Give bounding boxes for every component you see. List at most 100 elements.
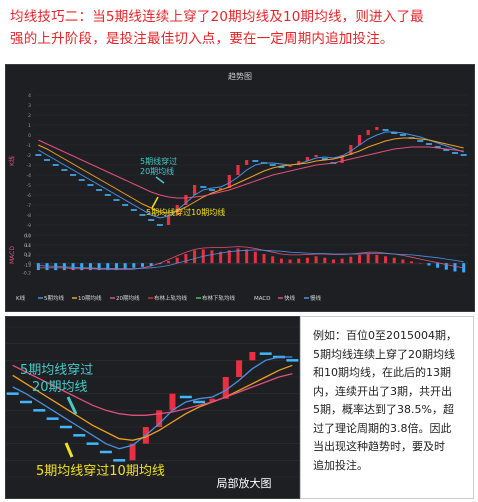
candle-up	[297, 161, 301, 165]
macd-bar	[305, 257, 309, 264]
macd-bar	[340, 258, 344, 264]
annotation-arrow	[66, 396, 78, 415]
note-line: 内，连续开出了3期，共开出	[313, 384, 452, 398]
y-axis-label: K线	[8, 156, 16, 166]
macd-bar	[384, 256, 388, 264]
candle-up	[236, 165, 240, 175]
y-tick-label: -9	[27, 223, 32, 229]
macd-bar	[323, 257, 327, 264]
candle-up	[192, 185, 197, 195]
macd-bar	[227, 250, 231, 264]
example-note: 例如：百位0至2015004期， 5期均线连续上穿了20期均线 和10期均线，在此后…	[300, 316, 474, 499]
y-tick-label: 2	[28, 113, 31, 119]
y-tick-label: 3	[28, 103, 31, 109]
series-line-1	[38, 131, 464, 219]
y-tick-label: -13	[24, 263, 31, 269]
note-line: 过了理论周期的3.8倍。因此	[313, 421, 452, 435]
candle-up	[305, 157, 310, 161]
legend-item: MACD	[254, 296, 271, 302]
y-tick-label: -3	[27, 163, 32, 169]
y-tick-label: -1	[27, 143, 32, 149]
y-tick-label: -8	[27, 213, 32, 219]
macd-bar	[375, 254, 379, 264]
macd-bar	[245, 249, 249, 264]
candle-up	[184, 195, 188, 205]
candle-up	[236, 360, 243, 377]
macd-bar	[158, 263, 162, 265]
macd-bar	[358, 254, 361, 264]
macd-bar	[45, 263, 49, 271]
candle-up	[314, 155, 318, 157]
y-tick-label: -12	[24, 253, 31, 259]
macd-bar	[436, 263, 440, 268]
macd-bar	[453, 263, 457, 272]
candle-up	[209, 398, 216, 402]
macd-axis-label: MACD	[9, 246, 16, 264]
ma-lines	[38, 131, 464, 219]
macd-bar	[71, 263, 75, 271]
candle-up	[219, 188, 223, 190]
macd-bar	[253, 251, 257, 264]
macd-bar	[80, 263, 84, 271]
legend: K线 5期均线 10期均线 20期均线 布林上轨均线 布林下轨均线 MACD 快线 慢线	[16, 294, 322, 302]
candle-up	[366, 130, 370, 135]
legend-item: 布林上轨均线	[154, 294, 188, 302]
macd-bar	[167, 260, 171, 264]
candle-up	[129, 443, 136, 461]
annotation-arrow	[155, 176, 165, 184]
macd-tick-label: -0.2	[22, 270, 31, 276]
macd-tick-label: 0.4	[24, 243, 31, 249]
zoom-chart-panel: 5期均线穿过 20期均线 5期均线穿过10期均线 局部放大图	[5, 316, 300, 499]
candle-up	[245, 160, 249, 165]
macd-slow-line	[38, 249, 464, 270]
annotation-cross-10: 5期均线穿过10期均线	[36, 463, 165, 479]
macd-bar	[271, 256, 275, 264]
ma-lines	[12, 356, 293, 450]
candle-up	[349, 145, 353, 155]
note-line: 追加投注。	[313, 458, 368, 472]
candle-up	[222, 377, 229, 399]
candle-up	[169, 393, 176, 411]
zoom-chart: 5期均线穿过 20期均线 5期均线穿过10期均线 局部放大图	[6, 326, 299, 490]
candle-up	[249, 352, 256, 361]
candle-up	[227, 175, 231, 188]
grid	[6, 326, 299, 478]
series-line-2	[38, 137, 464, 214]
macd-bar	[88, 263, 92, 271]
y-ticks: 4 3 2 1 0 -1 -2 -3 -4 -5 -6 -7 -8 -9 -10 -11 -12 -13	[24, 93, 31, 269]
annotation-cross-20: 5期线穿过	[140, 156, 177, 166]
macd-bar	[279, 258, 283, 264]
trend-chart-panel: 趋势图 K线 MACD 4 3 2 1 0 -1 -2 -3 -4 -5 -6 -7 -8 -9 -10 -1…	[5, 64, 475, 312]
series-line-3	[38, 139, 464, 199]
macd-bar	[123, 263, 127, 269]
note-line: 5期均线连续上穿了20期均线	[313, 347, 455, 361]
macd-bar	[132, 263, 136, 268]
macd-bar	[149, 263, 153, 266]
candle-up	[375, 127, 379, 130]
y-tick-label: -7	[27, 203, 32, 209]
y-tick-label: -6	[27, 193, 32, 199]
legend-item: 慢线	[310, 294, 322, 302]
series-line-2	[12, 364, 293, 441]
candle-up	[340, 155, 344, 163]
annotation-cross-20: 20期均线	[140, 166, 174, 176]
candles	[35, 127, 467, 226]
legend-item: 5期均线	[44, 294, 64, 302]
legend-item: 10期均线	[78, 294, 102, 302]
macd-bar	[349, 256, 353, 264]
note-line: 例如：百位0至2015004期，	[313, 329, 457, 342]
candle-up	[288, 165, 292, 167]
macd-bar	[193, 250, 197, 264]
macd-bar	[410, 261, 414, 264]
legend-item: K线	[16, 294, 26, 302]
series-line-1	[12, 356, 293, 450]
note-line: 和10期均线，在此后的13期	[313, 366, 451, 379]
macd-bar	[175, 257, 179, 264]
y-tick-label: -4	[27, 173, 32, 179]
legend-item: 20期均线	[116, 294, 140, 302]
annotation-arrow	[151, 196, 159, 209]
y-tick-label: -5	[27, 183, 32, 189]
macd-bar	[444, 263, 448, 270]
